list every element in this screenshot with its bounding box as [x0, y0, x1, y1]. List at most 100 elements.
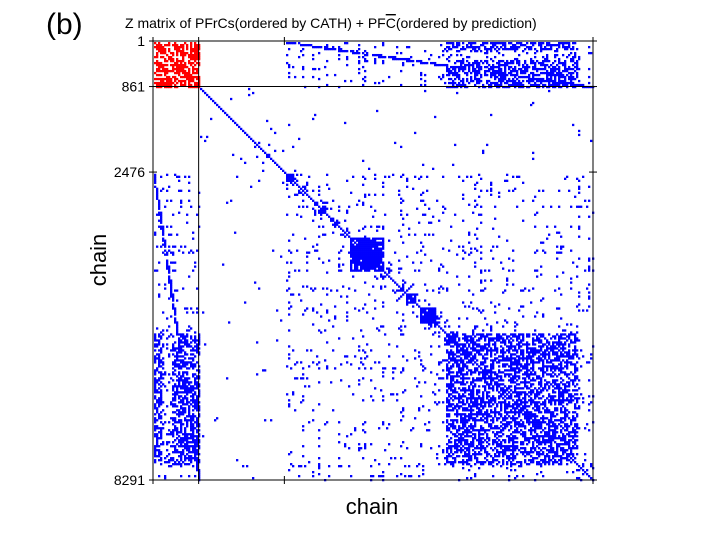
matrix-dot	[422, 245, 425, 248]
matrix-dot	[458, 75, 461, 79]
matrix-dot	[562, 61, 565, 65]
matrix-dot	[194, 443, 197, 446]
matrix-dot	[174, 385, 177, 388]
matrix-dot	[556, 73, 559, 77]
matrix-dot	[198, 439, 201, 442]
matrix-dot	[400, 287, 403, 290]
matrix-dot	[418, 355, 421, 358]
matrix-dot	[460, 85, 463, 89]
matrix-dot	[454, 81, 457, 85]
matrix-dot	[214, 419, 217, 422]
matrix-dot	[298, 137, 301, 141]
matrix-dot	[190, 415, 193, 418]
matrix-dot	[568, 45, 571, 49]
matrix-dot	[162, 409, 165, 412]
matrix-dot	[192, 359, 195, 362]
matrix-dot	[420, 261, 423, 264]
matrix-dot	[518, 53, 521, 57]
matrix-dot	[174, 395, 177, 398]
matrix-dot	[568, 357, 571, 360]
matrix-dot	[448, 41, 451, 45]
matrix-dot	[362, 245, 365, 248]
matrix-dot	[472, 439, 475, 442]
matrix-dot	[476, 445, 479, 448]
matrix-dot	[484, 51, 487, 55]
matrix-dot	[262, 149, 265, 153]
matrix-dot	[472, 371, 475, 374]
matrix-dot	[168, 335, 171, 338]
matrix-dot	[180, 463, 183, 466]
matrix-dot	[302, 189, 305, 192]
matrix-dot	[168, 57, 171, 61]
matrix-dot	[462, 245, 465, 248]
matrix-dot	[548, 79, 551, 83]
matrix-dot	[564, 347, 567, 350]
matrix-dot	[188, 411, 191, 414]
matrix-dot	[502, 363, 505, 366]
matrix-dot	[474, 343, 477, 346]
matrix-dot	[532, 343, 535, 346]
matrix-dot	[448, 439, 451, 442]
matrix-dot	[512, 67, 515, 71]
matrix-dot	[190, 381, 193, 384]
matrix-dot	[166, 71, 169, 75]
matrix-dot	[448, 73, 451, 77]
matrix-dot	[562, 41, 565, 45]
matrix-dot	[182, 53, 185, 57]
matrix-dot	[314, 201, 317, 204]
matrix-dot	[420, 59, 423, 63]
matrix-dot	[476, 403, 479, 406]
matrix-dot	[484, 41, 487, 45]
matrix-dot	[472, 63, 475, 67]
matrix-dot	[182, 387, 185, 390]
matrix-dot	[382, 79, 385, 83]
matrix-dot	[192, 69, 195, 73]
matrix-dot	[394, 141, 397, 145]
matrix-dot	[180, 425, 183, 428]
matrix-dot	[574, 61, 577, 65]
matrix-dot	[160, 189, 163, 192]
matrix-dot	[510, 365, 513, 368]
matrix-dot	[474, 67, 477, 71]
matrix-dot	[160, 221, 163, 224]
matrix-dot	[450, 81, 453, 85]
matrix-dot	[416, 207, 419, 210]
matrix-dot	[156, 51, 159, 55]
matrix-dot	[184, 69, 187, 73]
matrix-dot	[576, 75, 579, 79]
matrix-dot	[588, 265, 591, 268]
matrix-dot	[168, 271, 171, 274]
matrix-dot	[570, 331, 573, 334]
matrix-dot	[512, 353, 515, 356]
matrix-dot	[518, 337, 521, 340]
matrix-dot	[378, 329, 381, 332]
matrix-dot	[358, 247, 361, 250]
matrix-dot	[474, 49, 477, 53]
matrix-dot	[578, 79, 581, 83]
matrix-dot	[372, 239, 375, 242]
matrix-dot	[458, 325, 461, 328]
matrix-dot	[172, 373, 175, 376]
matrix-dot	[560, 61, 563, 65]
matrix-dot	[524, 67, 527, 71]
matrix-dot	[292, 183, 295, 186]
matrix-dot	[444, 339, 447, 342]
matrix-dot	[514, 359, 517, 362]
matrix-dot	[326, 183, 329, 186]
matrix-dot	[382, 181, 385, 184]
matrix-dot	[156, 67, 159, 71]
matrix-dot	[544, 251, 547, 254]
matrix-dot	[312, 323, 315, 326]
matrix-dot	[490, 183, 493, 186]
matrix-dot	[198, 43, 201, 47]
matrix-dot	[500, 63, 503, 67]
matrix-dot	[500, 75, 503, 79]
matrix-dot	[380, 249, 383, 252]
matrix-dot	[446, 409, 449, 412]
matrix-dot	[456, 83, 459, 87]
matrix-dot	[488, 343, 491, 346]
matrix-dot	[372, 399, 375, 402]
matrix-dot	[428, 233, 431, 236]
matrix-dot	[506, 279, 509, 282]
matrix-dot	[358, 383, 361, 386]
